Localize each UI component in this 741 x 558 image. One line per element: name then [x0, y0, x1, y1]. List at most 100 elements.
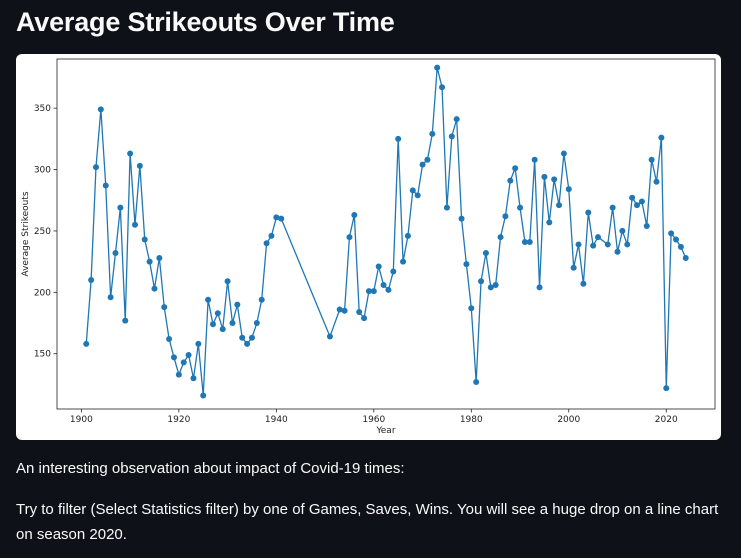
- x-tick-label: 1920: [167, 415, 190, 425]
- data-point: [609, 204, 616, 211]
- data-point: [560, 150, 567, 157]
- page-title: Average Strikeouts Over Time: [16, 7, 395, 37]
- x-tick-label: 1940: [265, 415, 288, 425]
- data-point: [677, 243, 684, 250]
- data-point: [673, 236, 680, 243]
- data-point: [361, 315, 368, 322]
- data-point: [629, 194, 636, 201]
- data-point: [648, 156, 655, 163]
- data-point: [565, 186, 572, 193]
- data-point: [419, 161, 426, 168]
- data-point: [536, 284, 543, 291]
- data-point: [478, 278, 485, 285]
- data-point: [619, 227, 626, 234]
- data-point: [468, 305, 475, 312]
- data-point: [219, 326, 226, 333]
- data-point: [346, 234, 353, 241]
- data-point: [624, 241, 631, 248]
- data-point: [273, 214, 280, 221]
- data-point: [575, 241, 582, 248]
- data-point: [643, 223, 650, 230]
- data-point: [634, 202, 641, 209]
- data-point: [434, 64, 441, 71]
- data-point: [570, 264, 577, 271]
- data-point: [443, 204, 450, 211]
- data-point: [429, 130, 436, 137]
- data-point: [278, 215, 285, 222]
- data-point: [356, 308, 363, 315]
- y-tick-label: 250: [34, 227, 51, 237]
- data-point: [473, 378, 480, 385]
- data-point: [595, 234, 602, 241]
- data-point: [551, 176, 558, 183]
- data-point: [409, 187, 416, 194]
- data-point: [117, 204, 124, 211]
- x-tick-label: 2000: [557, 415, 580, 425]
- data-point: [214, 310, 221, 317]
- data-point: [385, 286, 392, 293]
- data-point: [195, 340, 202, 347]
- data-point: [239, 334, 246, 341]
- chart-card: 1900 1920 1940 1960 1980 2000 2020 150 200 250 300…: [16, 54, 721, 440]
- data-point: [102, 182, 109, 189]
- data-point: [448, 133, 455, 140]
- x-tick-label: 1960: [362, 415, 385, 425]
- y-tick-label: 300: [34, 166, 51, 176]
- data-point: [658, 134, 665, 141]
- data-point: [200, 392, 207, 399]
- data-point: [541, 173, 548, 180]
- x-tick-label: 1900: [70, 415, 93, 425]
- data-point: [517, 204, 524, 211]
- data-point: [365, 288, 372, 295]
- data-point: [166, 336, 173, 342]
- data-point: [107, 294, 114, 301]
- plot-frame: [56, 58, 716, 410]
- data-point: [156, 254, 163, 261]
- data-point: [375, 263, 382, 270]
- data-point: [580, 280, 587, 287]
- line-chart: 1900 1920 1940 1960 1980 2000 2020 150 200 250 300…: [21, 58, 716, 436]
- data-point: [521, 238, 528, 245]
- data-point: [424, 156, 431, 163]
- data-point: [97, 106, 104, 113]
- data-point: [83, 340, 90, 347]
- data-point: [263, 240, 270, 247]
- data-point: [585, 209, 592, 216]
- data-point: [439, 84, 446, 91]
- data-point: [502, 213, 509, 220]
- data-point: [229, 320, 236, 327]
- data-point: [512, 165, 519, 172]
- data-point: [180, 359, 187, 366]
- data-point: [682, 254, 689, 261]
- data-point: [507, 177, 514, 184]
- data-point: [209, 321, 216, 328]
- data-point: [190, 375, 197, 382]
- data-point: [370, 288, 377, 295]
- data-point: [604, 241, 611, 248]
- data-point: [458, 215, 465, 222]
- data-point: [175, 371, 182, 378]
- data-point: [224, 278, 231, 285]
- data-point: [161, 304, 168, 311]
- data-point: [590, 242, 597, 249]
- data-point: [414, 192, 421, 199]
- y-tick-label: 150: [34, 350, 51, 360]
- data-point: [248, 334, 255, 341]
- data-point: [336, 306, 343, 313]
- data-point: [88, 277, 95, 284]
- data-point: [92, 164, 99, 171]
- data-point: [122, 317, 129, 324]
- data-point: [614, 248, 621, 255]
- data-point: [326, 333, 333, 340]
- data-point: [141, 236, 148, 243]
- y-tick-label: 200: [34, 288, 51, 298]
- data-point: [653, 178, 660, 185]
- data-point: [185, 351, 192, 358]
- data-point: [531, 156, 538, 163]
- data-point: [112, 250, 119, 257]
- data-point: [638, 198, 645, 205]
- data-point: [244, 340, 251, 347]
- data-point: [253, 320, 260, 327]
- data-point: [258, 296, 265, 303]
- data-point: [497, 234, 504, 241]
